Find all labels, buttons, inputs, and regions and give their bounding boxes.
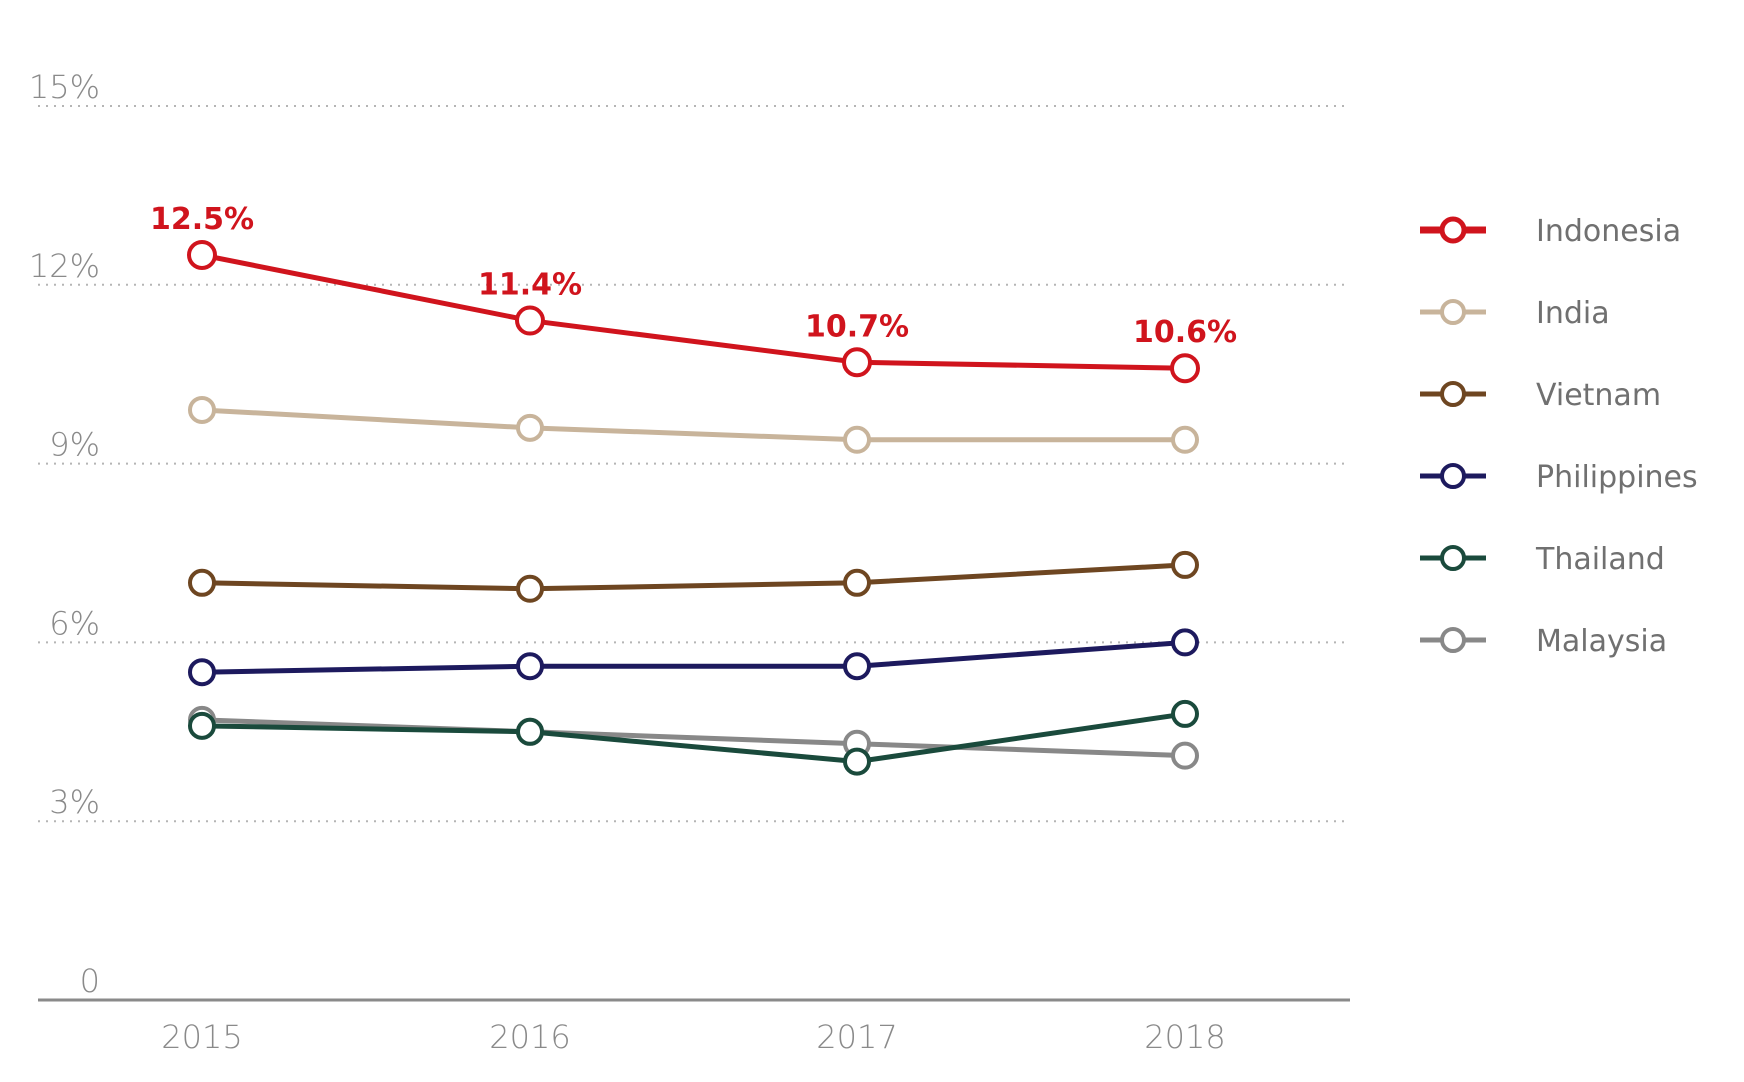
data-point [1170, 353, 1200, 384]
legend-swatch-marker [1440, 545, 1466, 571]
legend-label: India [1536, 296, 1610, 331]
legend-item-philippines: Philippines [1420, 460, 1698, 495]
y-tick-label: 12% [29, 247, 100, 285]
data-label: 11.4% [478, 268, 582, 303]
data-point [1171, 699, 1199, 728]
data-point [1171, 628, 1199, 657]
series-vietnam [188, 550, 1199, 603]
data-labels: 12.5% 11.4% 10.7% 10.6% [150, 202, 1237, 350]
data-point [188, 711, 216, 740]
y-tick-label: 9% [49, 426, 100, 464]
data-point [188, 568, 216, 597]
legend-item-thailand: Thailand [1420, 542, 1665, 577]
series-line [201, 252, 1186, 371]
legend-item-indonesia: Indonesia [1420, 214, 1681, 249]
data-label: 10.7% [805, 309, 909, 344]
data-point [1171, 550, 1199, 579]
gridlines [38, 105, 1350, 823]
y-tick-label: 15% [29, 68, 100, 106]
y-axis-ticks: 0 3% 6% 9% 12% 15% [29, 68, 100, 1000]
data-point [1171, 425, 1199, 454]
series-malaysia [188, 705, 1199, 770]
x-tick-label: 2016 [489, 1018, 570, 1056]
legend-label: Thailand [1535, 542, 1665, 577]
data-point [843, 568, 871, 597]
series-line [201, 639, 1186, 675]
data-point [516, 574, 544, 603]
legend-item-vietnam: Vietnam [1420, 378, 1661, 413]
legend-swatch-marker [1440, 463, 1466, 489]
x-tick-label: 2015 [161, 1018, 242, 1056]
data-point [188, 658, 216, 687]
series-thailand [188, 699, 1199, 776]
legend-label: Philippines [1536, 460, 1698, 495]
data-point [187, 240, 217, 270]
legend-label: Indonesia [1536, 214, 1681, 249]
legend-label: Vietnam [1536, 378, 1661, 413]
y-tick-label: 6% [49, 604, 100, 642]
x-tick-label: 2017 [816, 1018, 897, 1056]
legend-item-malaysia: Malaysia [1420, 624, 1667, 659]
data-point [1171, 741, 1199, 770]
series-line [201, 711, 1186, 765]
data-point [516, 717, 544, 746]
data-label: 10.6% [1133, 315, 1237, 350]
data-point [516, 652, 544, 681]
y-tick-label: 0 [80, 962, 100, 1000]
data-point [843, 747, 871, 776]
legend-item-india: India [1420, 296, 1610, 331]
data-point [843, 425, 871, 454]
y-tick-label: 3% [49, 783, 100, 821]
series-indonesia [187, 240, 1200, 384]
data-point [515, 305, 545, 336]
data-point [188, 395, 216, 424]
data-point [516, 413, 544, 442]
series-line [201, 717, 1186, 759]
legend-swatch-marker [1440, 381, 1466, 407]
data-point [843, 652, 871, 681]
data-label: 12.5% [150, 202, 254, 237]
legend-label: Malaysia [1536, 624, 1667, 659]
series-line [201, 562, 1186, 592]
legend-swatch-marker [1440, 299, 1466, 325]
data-point [842, 347, 872, 378]
x-tick-label: 2018 [1144, 1018, 1225, 1056]
series-line [201, 407, 1185, 443]
x-axis-ticks: 2015 2016 2017 2018 [161, 1018, 1225, 1056]
series-group [187, 240, 1200, 776]
series-india [188, 395, 1199, 454]
legend-swatch-marker [1439, 216, 1467, 244]
legend-swatch-marker [1440, 627, 1466, 653]
series-philippines [188, 628, 1199, 687]
legend: Indonesia India Vietnam Philippines Thailand… [1420, 214, 1698, 659]
